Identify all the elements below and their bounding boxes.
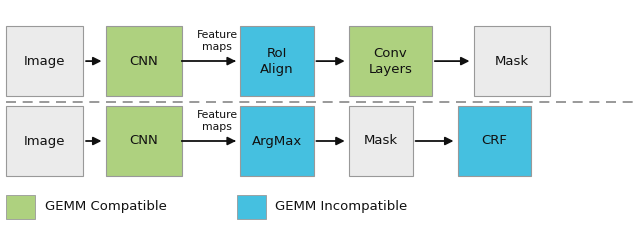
FancyBboxPatch shape (6, 26, 83, 96)
FancyBboxPatch shape (349, 106, 413, 176)
Text: GEMM Compatible: GEMM Compatible (45, 200, 166, 213)
FancyBboxPatch shape (6, 106, 83, 176)
Text: Image: Image (24, 55, 65, 68)
FancyBboxPatch shape (240, 106, 314, 176)
FancyBboxPatch shape (106, 26, 182, 96)
FancyBboxPatch shape (6, 195, 35, 219)
FancyBboxPatch shape (349, 26, 432, 96)
FancyBboxPatch shape (237, 195, 266, 219)
Text: Mask: Mask (495, 55, 529, 68)
Text: GEMM Incompatible: GEMM Incompatible (275, 200, 408, 213)
FancyBboxPatch shape (458, 106, 531, 176)
Text: Feature
maps: Feature maps (196, 30, 237, 52)
Text: CNN: CNN (130, 134, 158, 148)
Text: Image: Image (24, 134, 65, 148)
FancyBboxPatch shape (106, 106, 182, 176)
Text: Mask: Mask (364, 134, 398, 148)
Text: RoI
Align: RoI Align (260, 47, 294, 76)
Text: Conv
Layers: Conv Layers (369, 47, 412, 76)
Text: CNN: CNN (130, 55, 158, 68)
Text: Feature
maps: Feature maps (196, 110, 237, 132)
FancyBboxPatch shape (474, 26, 550, 96)
FancyBboxPatch shape (240, 26, 314, 96)
Text: ArgMax: ArgMax (252, 134, 302, 148)
Text: CRF: CRF (481, 134, 508, 148)
